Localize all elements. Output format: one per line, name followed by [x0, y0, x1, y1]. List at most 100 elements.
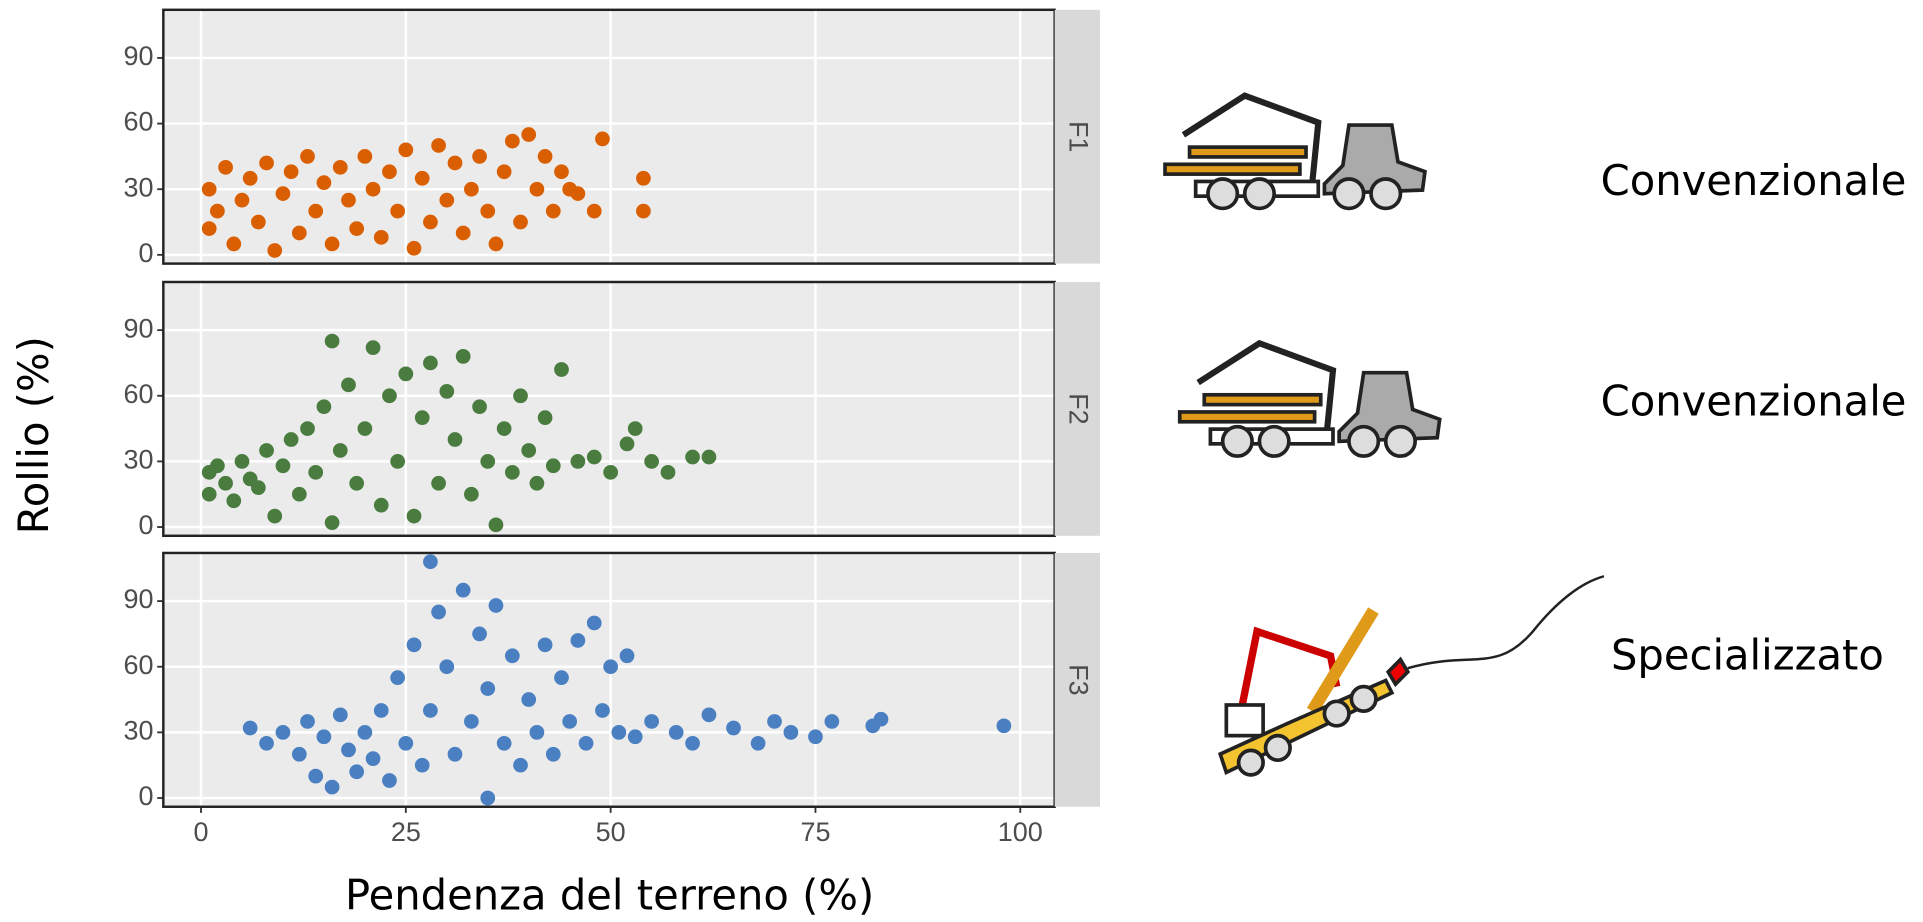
point [497, 736, 512, 751]
point [784, 725, 799, 740]
point [546, 458, 561, 473]
point [218, 160, 233, 175]
point [439, 659, 454, 674]
point [464, 714, 479, 729]
point [292, 226, 307, 241]
point [276, 725, 291, 740]
point [366, 182, 381, 197]
point [415, 410, 430, 425]
point [472, 399, 487, 414]
x-tick-label: 50 [596, 817, 626, 847]
point [685, 450, 700, 465]
point [554, 362, 569, 377]
point [456, 226, 471, 241]
point [489, 517, 504, 532]
point [439, 384, 454, 399]
point [341, 377, 356, 392]
point [513, 388, 528, 403]
point [538, 410, 553, 425]
forwarder-icon [1180, 343, 1440, 456]
y-tick-label: 90 [124, 584, 154, 614]
point [308, 465, 323, 480]
point [317, 729, 332, 744]
point [382, 388, 397, 403]
point [202, 182, 217, 197]
point [423, 356, 438, 371]
y-tick-label: 30 [124, 172, 154, 202]
y-tick-label: 0 [139, 510, 154, 540]
point [448, 156, 463, 171]
point [358, 149, 373, 164]
point [571, 633, 586, 648]
point [259, 156, 274, 171]
point [751, 736, 766, 751]
point [226, 237, 241, 252]
y-tick-label: 30 [124, 715, 154, 745]
point [202, 487, 217, 502]
machine-label: Convenzionale [1601, 377, 1907, 426]
point [620, 437, 635, 452]
x-tick-label: 25 [391, 817, 421, 847]
point [398, 367, 413, 382]
point [284, 432, 299, 447]
point [702, 708, 717, 723]
strip-label: F3 [1064, 664, 1094, 695]
point [333, 160, 348, 175]
point [439, 193, 454, 208]
x-tick-label: 100 [998, 817, 1043, 847]
point [415, 758, 430, 773]
point [595, 703, 610, 718]
point [235, 454, 250, 469]
point [374, 498, 389, 513]
point [480, 791, 495, 806]
point [382, 164, 397, 179]
strip-label: F2 [1064, 393, 1094, 424]
point [628, 729, 643, 744]
point [218, 476, 233, 491]
point [407, 509, 422, 524]
y-tick-label: 0 [139, 781, 154, 811]
y-axis-label: Rollio (%) [9, 336, 58, 534]
point [267, 509, 282, 524]
point [317, 399, 332, 414]
point [538, 149, 553, 164]
point [546, 204, 561, 219]
point [259, 736, 274, 751]
point [587, 204, 602, 219]
point [874, 712, 889, 727]
point [644, 454, 659, 469]
point [284, 164, 299, 179]
x-axis-label: Pendenza del terreno (%) [345, 871, 874, 920]
point [603, 659, 618, 674]
point [349, 764, 364, 779]
point [579, 736, 594, 751]
point [341, 193, 356, 208]
point [808, 729, 823, 744]
point [521, 127, 536, 142]
point [308, 769, 323, 784]
chart: Pendenza del terreno (%) Rollio (%) Conv… [0, 0, 1923, 922]
point [308, 204, 323, 219]
point [243, 171, 258, 186]
point [464, 182, 479, 197]
point [554, 670, 569, 685]
point [382, 773, 397, 788]
point [661, 465, 676, 480]
point [366, 751, 381, 766]
point [243, 721, 258, 736]
point [464, 487, 479, 502]
point [513, 215, 528, 230]
y-tick-label: 0 [139, 238, 154, 268]
point [513, 758, 528, 773]
point [636, 171, 651, 186]
point [472, 627, 487, 642]
point [489, 598, 504, 613]
point [349, 221, 364, 236]
point [767, 714, 782, 729]
specialized-icon [1220, 576, 1604, 775]
point [325, 237, 340, 252]
point [300, 149, 315, 164]
y-tick-label: 90 [124, 41, 154, 71]
point [456, 349, 471, 364]
point [595, 132, 610, 147]
